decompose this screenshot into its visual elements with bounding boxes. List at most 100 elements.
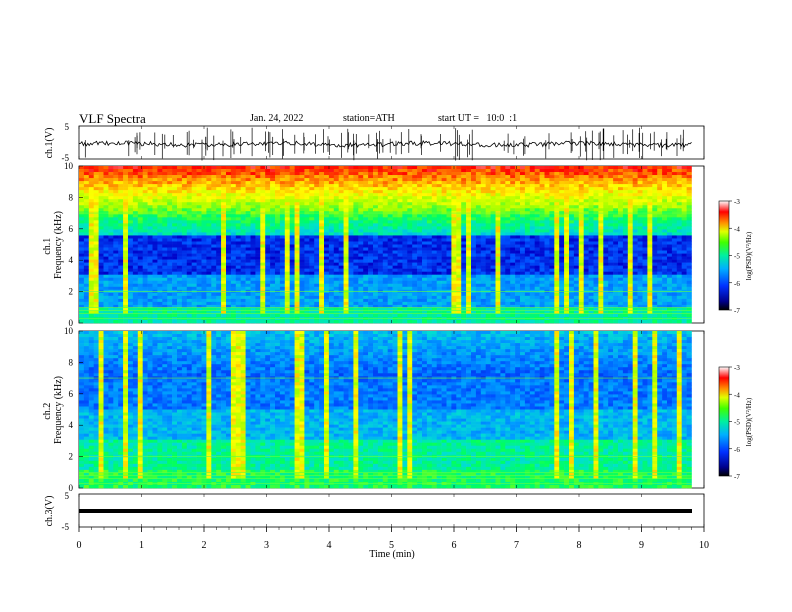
spectrogram-cell <box>98 235 104 239</box>
spectrogram-cell <box>230 295 237 300</box>
spectrogram-cell <box>137 319 143 324</box>
spectrogram-cell <box>314 193 320 197</box>
spectrogram-cell <box>382 214 388 218</box>
spectrogram-cell <box>515 217 521 221</box>
spectrogram-cell <box>137 235 143 239</box>
spectrogram-cell <box>387 268 393 272</box>
spectrogram-cell <box>98 292 104 297</box>
spectrogram-cell <box>279 274 286 279</box>
spectrogram-cell <box>98 259 104 263</box>
spectrogram-cell <box>480 253 486 257</box>
spectrogram-cell <box>279 217 286 221</box>
spectrogram-cell <box>490 208 496 212</box>
spectrogram-cell <box>196 175 202 179</box>
spectrogram-cell <box>108 301 114 306</box>
spectrogram-cell <box>294 307 300 312</box>
spectrogram-cell <box>157 265 163 269</box>
spectrogram-cell <box>417 223 423 227</box>
spectrogram-cell <box>211 199 217 203</box>
spectrogram-cell <box>333 193 339 197</box>
spectrogram-cell <box>412 199 418 203</box>
spectrogram-cell <box>324 172 330 176</box>
spectrogram-cell <box>235 319 241 324</box>
spectrogram-cell <box>118 214 124 218</box>
spectrogram-cell <box>368 310 374 315</box>
spectrogram-cell <box>245 205 251 209</box>
spectrogram-cell <box>142 283 148 288</box>
spectrogram-cell <box>230 187 237 191</box>
spectrogram-cell <box>368 202 374 206</box>
spectrogram-cell <box>167 253 173 257</box>
spectrogram-cell <box>123 256 129 260</box>
spectrogram-cell <box>108 247 114 251</box>
spectrogram-cell <box>255 271 261 275</box>
spectrogram-cell <box>451 220 457 224</box>
spectrogram-cell <box>196 178 202 182</box>
spectrogram-cell <box>319 226 325 230</box>
spectrogram-cell <box>314 265 320 269</box>
spectrogram-cell <box>167 247 173 251</box>
spectrogram-cell <box>275 214 281 218</box>
spectrogram-cell <box>230 202 237 206</box>
spectrogram-cell <box>373 307 379 312</box>
spectrogram-cell <box>431 196 437 200</box>
spectrogram-cell <box>407 319 413 324</box>
spectrogram-cell <box>265 220 271 224</box>
spectrogram-cell <box>157 229 163 233</box>
spectrogram-cell <box>172 295 178 300</box>
spectrogram-cell <box>422 187 428 191</box>
spectrogram-cell <box>377 166 384 170</box>
spectrogram-cell <box>466 220 472 224</box>
spectrogram-cell <box>319 265 325 269</box>
spectrogram-cell <box>338 292 344 297</box>
spectrogram-cell <box>245 208 251 212</box>
spectrogram-cell <box>534 310 540 315</box>
spectrogram-cell <box>294 205 300 209</box>
spectrogram-cell <box>113 274 119 279</box>
spectrogram-cell <box>211 247 217 251</box>
spectrogram-cell <box>206 295 212 300</box>
spectrogram-cell <box>181 313 188 318</box>
spectrogram-cell <box>260 202 266 206</box>
spectrogram-cell <box>505 217 511 221</box>
spectrogram-cell <box>407 196 413 200</box>
spectrogram-cell <box>392 175 398 179</box>
spectrogram-cell <box>245 235 251 239</box>
spectrogram-cell <box>191 223 197 227</box>
spectrogram-cell <box>201 253 207 257</box>
spectrogram-cell <box>289 172 295 176</box>
spectrogram-cell <box>358 181 364 185</box>
spectrogram-cell <box>275 217 281 221</box>
spectrogram-cell <box>235 283 241 288</box>
spectrogram-cell <box>436 193 442 197</box>
spectrogram-cell <box>230 208 237 212</box>
spectrogram-cell <box>235 286 241 291</box>
spectrogram-cell <box>167 295 173 300</box>
spectrogram-cell <box>186 175 192 179</box>
spectrogram-cell <box>338 238 344 242</box>
spectrogram-cell <box>284 274 290 279</box>
spectrogram-cell <box>431 250 437 254</box>
spectrogram-cell <box>265 286 271 291</box>
spectrogram-cell <box>515 232 521 236</box>
spectrogram-cell <box>206 277 212 282</box>
spectrogram-cell <box>377 175 384 179</box>
spectrogram-cell <box>142 193 148 197</box>
spectrogram-cell <box>162 310 168 315</box>
spectrogram-cell <box>397 259 403 263</box>
spectrogram-cell <box>206 304 212 309</box>
spectrogram-cell <box>333 232 339 236</box>
spectrogram-cell <box>123 310 129 315</box>
spectrogram-cell <box>98 178 104 182</box>
spectrogram-cell <box>270 214 276 218</box>
spectrogram-cell <box>461 259 467 263</box>
spectrogram-cell <box>338 190 344 194</box>
spectrogram-cell <box>299 301 305 306</box>
spectrogram-cell <box>245 193 251 197</box>
spectrogram-cell <box>436 241 442 245</box>
spectrogram-cell <box>431 208 437 212</box>
spectrogram-cell <box>451 280 457 285</box>
spectrogram-cell <box>157 247 163 251</box>
spectrogram-cell <box>88 304 94 309</box>
spectrogram-cell <box>265 187 271 191</box>
